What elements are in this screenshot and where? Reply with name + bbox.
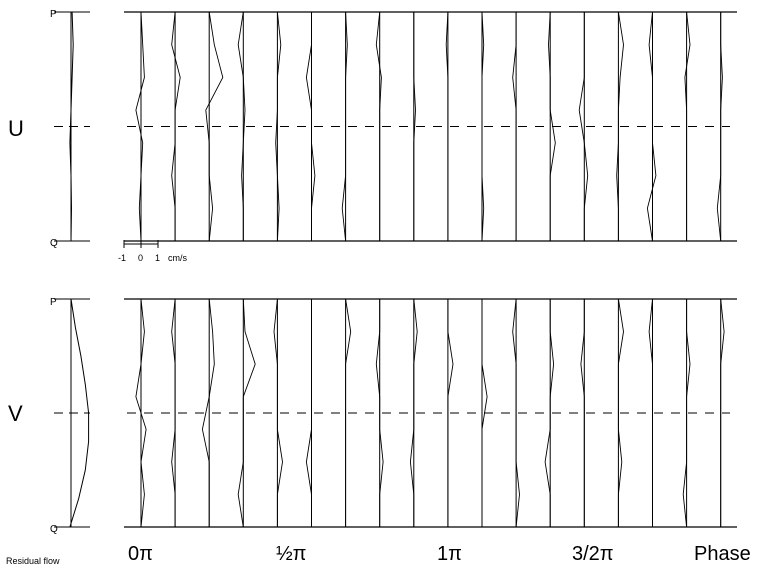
phase-profiles-u [135,11,723,242]
phase-profile-line [275,11,282,242]
phase-profile-line [682,299,691,528]
phase-profiles-v [135,298,725,528]
residual-profile-line [69,298,90,528]
phase-profile-line [237,298,256,528]
phase-label-3half-pi: 3/2π [572,543,614,565]
phase-label-0pi: 0π [128,543,153,565]
scale-tick-1: 1 [155,253,160,263]
phase-profile-line [237,11,246,241]
panel-v: V P Q Residual flow [6,297,737,566]
phase-profile-line [413,12,416,241]
phase-profile-line [305,299,312,527]
depth-top-label-u: P [50,9,57,20]
phase-profile-line [375,299,384,527]
phase-profile-line [544,299,555,527]
phase-profile-line [648,298,653,527]
residual-profile-u [54,11,90,242]
phase-profile-line [135,11,145,242]
panel-label-v: V [8,401,23,426]
phase-profile-line [273,298,283,527]
profile-grid-v [124,298,737,528]
phase-profile-line [512,298,520,528]
profile-grid-u [124,11,737,242]
scale-bar: -1 0 1 cm/s [118,240,187,263]
panel-label-u: U [8,116,24,141]
phase-profile-line [447,299,454,527]
phase-profile-line [617,298,624,527]
phase-profile-line [512,12,517,241]
depth-bottom-label-v: Q [50,524,58,535]
residual-flow-label: Residual flow [6,556,60,566]
depth-top-label-v: P [50,297,57,308]
phase-profile-line [684,11,691,241]
phase-profile-line [135,298,147,528]
phase-axis-title: Phase [694,543,751,565]
phase-profile-line [171,11,181,241]
scale-tick-neg1: -1 [118,253,126,263]
phase-axis-labels: 0π ½π 1π 3/2π Phase [128,543,751,565]
phase-profile-line [201,298,215,527]
phase-label-1pi: 1π [437,543,462,565]
phase-profile-line [205,11,224,242]
phase-profile-line [171,298,176,527]
scale-unit: cm/s [168,253,187,263]
depth-bottom-label-u: Q [50,238,58,249]
phase-profile-line [409,298,418,527]
residual-profile-line [69,11,74,242]
phase-profile-line [345,298,352,527]
phase-profile-line [445,11,449,241]
phase-profile-line [578,12,589,241]
phase-profile-line [548,11,556,241]
phase-profile-line [720,298,725,527]
scale-tick-0: 0 [138,253,143,263]
phase-profile-line [481,11,485,242]
phase-profile-line [580,299,585,527]
phase-profile-line [646,11,657,242]
phase-profile-line [716,12,723,242]
phase-profile-line [341,11,348,242]
panel-u: U P Q -1 0 1 cm/s [8,9,737,263]
phase-profile-line [375,11,382,241]
residual-profile-v [54,298,90,528]
phase-label-half-pi: ½π [276,543,306,565]
phase-profile-line [305,12,316,241]
phase-profile-line [481,299,488,527]
phase-profile-line [616,11,624,241]
